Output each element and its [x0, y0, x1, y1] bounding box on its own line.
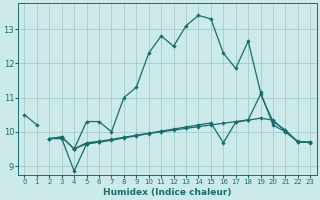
X-axis label: Humidex (Indice chaleur): Humidex (Indice chaleur) — [103, 188, 232, 197]
